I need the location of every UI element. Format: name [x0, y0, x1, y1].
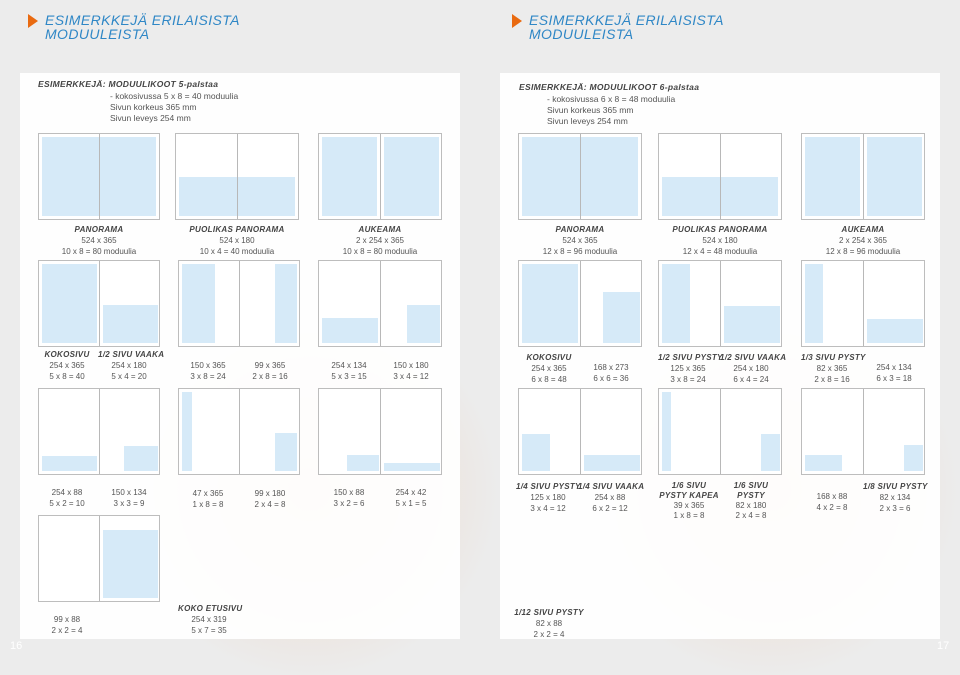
- right-label-quarter-horizontal: 1/4 SIVU VAAKA 254 x 88 6 x 2 = 12: [578, 482, 645, 513]
- layout-thumb-row2: [318, 260, 442, 347]
- layout-thumb-panorama: [518, 133, 642, 220]
- layout-thumb-row4: [38, 515, 160, 602]
- right-page-header: ESIMERKKEJÄ ERILAISISTA MODUULEISTA: [512, 13, 724, 41]
- arrow-icon: [512, 14, 522, 28]
- right-label-fullpage: KOKOSIVU 254 x 365 6 x 8 = 48: [526, 353, 572, 384]
- layout-thumb-row3: [38, 388, 160, 475]
- left-label-front-page: KOKO ETUSIVU 254 x 319 5 x 7 = 35: [178, 604, 243, 635]
- right-label-size: 168 x 88 4 x 2 = 8: [816, 492, 848, 512]
- left-page-header: ESIMERKKEJÄ ERILAISISTA MODUULEISTA: [28, 13, 240, 41]
- layout-thumb-panorama: [38, 133, 160, 220]
- right-label-quarter-vertical: 1/4 SIVU PYSTY 125 x 180 3 x 4 = 12: [516, 482, 581, 513]
- layout-thumb-half-panorama: [658, 133, 782, 220]
- left-intro: ESIMERKKEJÄ: MODUULIKOOT 5-palstaa - kok…: [38, 79, 238, 124]
- left-label-half-panorama: PUOLIKAS PANORAMA 524 x 180 10 x 4 = 40 mo…: [189, 225, 285, 256]
- layout-thumb-row2: [178, 260, 300, 347]
- right-label-sixth-narrow: 1/6 SIVU PYSTY KAPEA 39 x 365 1 x 8 = 8: [659, 481, 719, 520]
- left-header-line-2: MODUULEISTA: [45, 26, 150, 42]
- right-label-spread: AUKEAMA 2 x 254 x 365 12 x 8 = 96 moduulia: [825, 225, 901, 256]
- left-label-size: 254 x 42 5 x 1 = 5: [395, 488, 427, 508]
- right-label-sixth-vertical: 1/6 SIVU PYSTY 82 x 180 2 x 4 = 8: [733, 481, 769, 520]
- left-intro-line: Sivun korkeus 365 mm: [110, 102, 197, 112]
- left-label-size: 150 x 88 3 x 2 = 6: [333, 488, 365, 508]
- right-label-half-horizontal: 1/2 SIVU VAAKA 254 x 180 6 x 4 = 24: [720, 353, 787, 384]
- layout-thumb-row3: [518, 388, 642, 475]
- right-label-panorama: PANORAMA 524 x 365 12 x 8 = 96 moduulia: [542, 225, 618, 256]
- left-label-size: 47 x 365 1 x 8 = 8: [192, 489, 224, 509]
- layout-thumb-row2: [38, 260, 160, 347]
- left-intro-title: ESIMERKKEJÄ: MODUULIKOOT 5-palstaa: [38, 79, 219, 89]
- left-label-size: 150 x 134 3 x 3 = 9: [111, 488, 147, 508]
- layout-thumb-row2: [658, 260, 782, 347]
- left-label-size: 254 x 88 5 x 2 = 10: [49, 488, 85, 508]
- left-label-spread: AUKEAMA 2 x 254 x 365 10 x 8 = 80 moduulia: [342, 225, 418, 256]
- right-label-size: 254 x 134 6 x 3 = 18: [876, 363, 912, 383]
- layout-thumb-half-panorama: [175, 133, 299, 220]
- layout-thumb-row2: [801, 260, 925, 347]
- layout-thumb-spread: [801, 133, 925, 220]
- layout-thumb-row3: [178, 388, 300, 475]
- layout-thumb-row2: [518, 260, 642, 347]
- left-intro-line: - kokosivussa 5 x 8 = 40 moduulia: [110, 91, 239, 101]
- right-intro-line: - kokosivussa 6 x 8 = 48 moduulia: [547, 94, 676, 104]
- left-label-size: 150 x 180 3 x 4 = 12: [393, 361, 429, 381]
- right-intro: ESIMERKKEJÄ: MODUULIKOOT 6-palstaa - kok…: [519, 82, 699, 127]
- left-intro-line: Sivun leveys 254 mm: [110, 113, 191, 123]
- left-header-line-1: ESIMERKKEJÄ ERILAISISTA: [45, 12, 240, 28]
- left-label-fullpage: KOKOSIVU 254 x 365 5 x 8 = 40: [44, 350, 90, 381]
- layout-thumb-spread: [318, 133, 442, 220]
- right-label-third-vertical: 1/3 SIVU PYSTY 82 x 365 2 x 8 = 16: [801, 353, 866, 384]
- left-label-size: 99 x 365 2 x 8 = 16: [252, 361, 288, 381]
- left-label-size: 150 x 365 3 x 8 = 24: [190, 361, 226, 381]
- layout-thumb-row3: [801, 388, 925, 475]
- arrow-icon: [28, 14, 38, 28]
- layout-thumb-row3: [318, 388, 442, 475]
- right-header-line-2: MODUULEISTA: [529, 26, 634, 42]
- right-label-size: 168 x 273 6 x 6 = 36: [593, 363, 629, 383]
- right-label-eighth-vertical: 1/8 SIVU PYSTY 82 x 134 2 x 3 = 6: [863, 482, 928, 513]
- layout-thumb-row3: [658, 388, 782, 475]
- right-intro-line: Sivun leveys 254 mm: [547, 116, 628, 126]
- left-label-size: 99 x 180 2 x 4 = 8: [254, 489, 286, 509]
- right-label-twelfth-vertical: 1/12 SIVU PYSTY 82 x 88 2 x 2 = 4: [514, 608, 584, 639]
- page-number-right: 17: [937, 640, 950, 652]
- page-number-left: 16: [10, 640, 23, 652]
- right-label-half-panorama: PUOLIKAS PANORAMA 524 x 180 12 x 4 = 48 mo…: [672, 225, 768, 256]
- right-intro-title: ESIMERKKEJÄ: MODUULIKOOT 6-palstaa: [519, 82, 700, 92]
- left-label-half-horizontal: 1/2 SIVU VAAKA 254 x 180 5 x 4 = 20: [98, 350, 165, 381]
- right-label-half-vertical: 1/2 SIVU PYSTY 125 x 365 3 x 8 = 24: [658, 353, 723, 384]
- left-label-size: 254 x 134 5 x 3 = 15: [331, 361, 367, 381]
- right-intro-line: Sivun korkeus 365 mm: [547, 105, 634, 115]
- left-label-size: 99 x 88 2 x 2 = 4: [51, 615, 83, 635]
- left-label-panorama: PANORAMA 524 x 365 10 x 8 = 80 moduulia: [61, 225, 137, 256]
- right-header-line-1: ESIMERKKEJÄ ERILAISISTA: [529, 12, 724, 28]
